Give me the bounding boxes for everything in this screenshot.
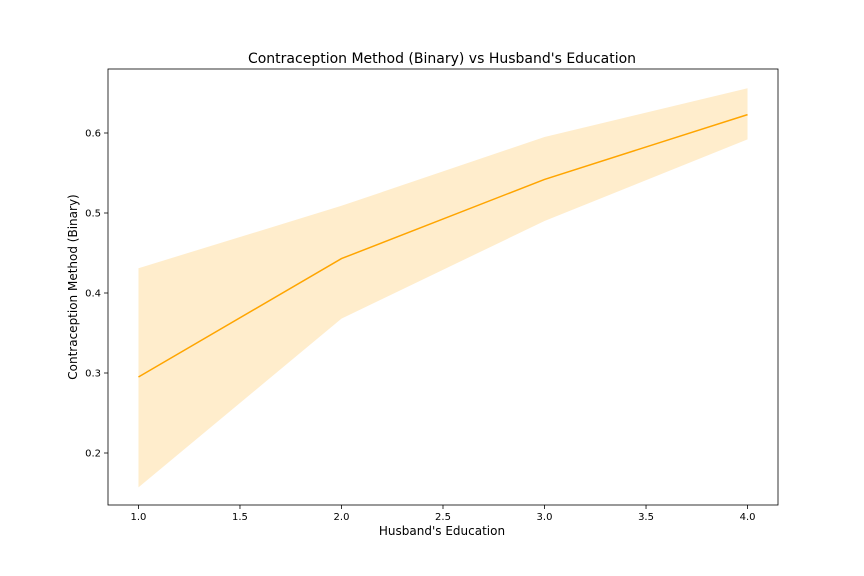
x-tick-label: 2.5 bbox=[435, 512, 451, 523]
x-axis-ticks: 1.0 1.5 2.0 2.5 3.0 3.5 4.0 bbox=[131, 505, 756, 523]
y-tick-label: 0.2 bbox=[85, 449, 101, 460]
x-tick-label: 1.5 bbox=[232, 512, 248, 523]
y-axis-label: Contraception Method (Binary) bbox=[66, 194, 80, 379]
x-tick-label: 4.0 bbox=[740, 512, 756, 523]
y-axis-ticks: 0.2 0.3 0.4 0.5 0.6 bbox=[85, 129, 108, 460]
series-line-0 bbox=[138, 113, 748, 378]
y-tick-label: 0.5 bbox=[85, 209, 101, 220]
x-tick-label: 3.0 bbox=[537, 512, 553, 523]
y-tick-label: 0.6 bbox=[85, 129, 101, 140]
chart-title: Contraception Method (Binary) vs Husband… bbox=[248, 51, 636, 67]
confidence-band-0 bbox=[138, 88, 748, 488]
y-tick-label: 0.4 bbox=[85, 289, 101, 300]
x-tick-label: 1.0 bbox=[131, 512, 147, 523]
y-tick-label: 0.3 bbox=[85, 369, 101, 380]
x-axis-label: Husband's Education bbox=[379, 524, 505, 538]
x-tick-label: 3.5 bbox=[638, 512, 654, 523]
plot-area bbox=[138, 88, 748, 488]
x-tick-label: 2.0 bbox=[334, 512, 350, 523]
